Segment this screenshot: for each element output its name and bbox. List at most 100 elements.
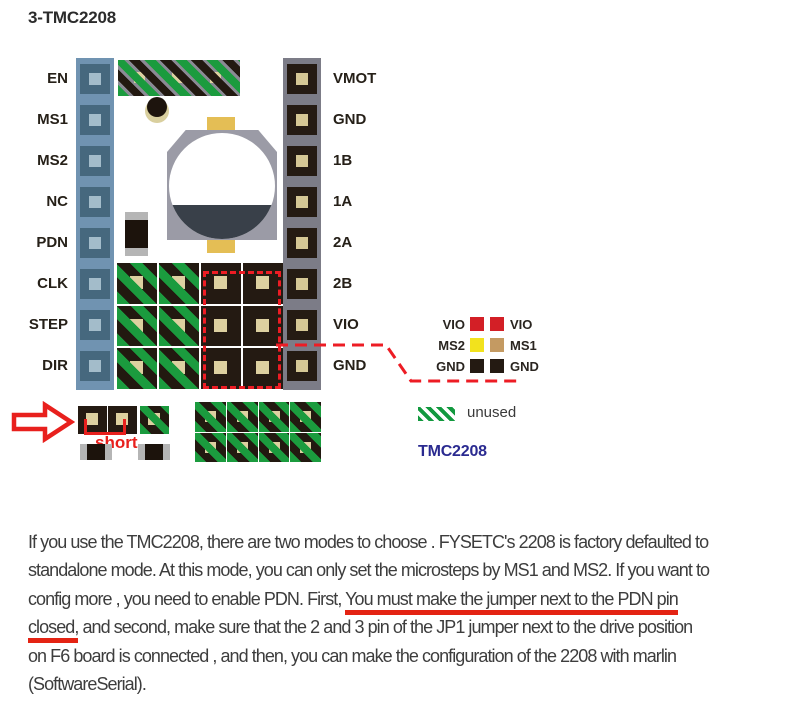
legend-label-gnd-left: GND [436,359,465,374]
jumper-pad [201,305,241,347]
pdn-jumper-pad-1 [78,406,107,434]
paragraph-line: standalone mode. At this mode, you can o… [28,556,788,584]
highlight-dashed-rect [203,271,281,389]
legend-label-gnd-right: GND [510,359,539,374]
pin-label-2b: 2B [333,275,353,292]
capacitor [138,444,170,460]
right-pin-header [283,58,321,390]
left-pin-header [76,58,114,390]
unused-pad [140,406,169,434]
legend-swatch-gnd-2 [490,359,504,373]
pin-label-ms2: MS2 [37,152,68,169]
via-hole [147,97,167,117]
page-title: 3-TMC2208 [28,8,116,27]
legend-label-unused: unused [467,404,517,421]
paragraph-line: on F6 board is connected , and then, you… [28,642,788,670]
pin-square [287,310,317,340]
legend-swatch-unused [418,407,455,421]
paragraph-text: standalone mode. At this mode, you can o… [28,560,710,581]
paragraph-text: on F6 board is connected , and then, you… [28,645,677,666]
pin-label-clk: CLK [37,275,68,292]
pin-label-ms1: MS1 [37,111,68,128]
legend-label-vio-right: VIO [510,317,533,332]
jumper-pad [201,348,241,389]
unused-pad [226,402,258,432]
body-paragraph: If you use the TMC2208, there are two mo… [28,528,788,698]
unused-component-strip [118,60,240,96]
paragraph-text: config more , you need to enable PDN. Fi… [28,588,346,609]
paragraph-line: If you use the TMC2208, there are two mo… [28,528,788,556]
pin-square [80,187,110,217]
unused-pad [258,402,290,432]
pin-square [80,269,110,299]
short-bracket [84,419,126,435]
paragraph-line: (SoftwareSerial). [28,670,788,698]
jumper-pad-grid [117,263,283,389]
paragraph-line: config more , you need to enable PDN. Fi… [28,585,788,615]
pin-label-1b: 1B [333,152,353,169]
unused-pad [258,432,290,462]
pin-label-step: STEP [28,316,68,333]
unused-pad [159,348,199,389]
unused-pad [290,402,321,432]
pin-square [80,64,110,94]
pot-tab-bottom [207,240,235,253]
paragraph-line: closed, and second, make sure that the 2… [28,613,788,644]
pin-label-1a: 1A [333,193,353,210]
pin-square [80,351,110,381]
pin-square [80,310,110,340]
legend-label-vio-left: VIO [442,317,465,332]
paragraph-text: If you use the TMC2208, there are two mo… [28,532,709,552]
pin-square [287,351,317,381]
pin-square [80,228,110,258]
unused-pad [159,305,199,347]
pin-label-pdn: PDN [36,234,68,251]
legend-label-ms1: MS1 [510,338,537,353]
pin-square [80,146,110,176]
pin-square [287,105,317,135]
capacitor [80,444,112,460]
unused-pad [159,263,199,304]
legend-leader-line [276,343,520,383]
legend-swatch-vio-2 [490,317,504,331]
potentiometer-dial [169,133,275,239]
underlined-text: You must make the jumper next to the PDN… [345,588,679,615]
jumper-pad [201,263,241,304]
pin-label-nc: NC [46,193,68,210]
pin-square [287,269,317,299]
paragraph-text: and second, make sure that the 2 and 3 p… [78,617,693,638]
unused-pad [195,432,226,462]
pin-label-gnd1: GND [333,111,367,128]
pin-label-vmot: VMOT [333,70,377,87]
underlined-text: closed, [28,617,79,644]
pin-square [287,187,317,217]
pin-square [287,64,317,94]
unused-pad-grid [195,402,321,462]
unused-pad [117,263,157,304]
paragraph-text: (SoftwareSerial). [28,673,147,694]
pin-label-2a: 2A [333,234,353,251]
jumper-pad [243,348,283,389]
chip-name: TMC2208 [418,443,487,460]
jumper-pad [243,305,283,347]
unused-pad [290,432,321,462]
pin-label-en: EN [47,70,68,87]
jumper-pad [243,263,283,304]
arrow-icon [11,401,75,443]
pot-tab-top [207,117,235,130]
pin-label-gnd2: GND [333,357,367,374]
unused-pad [195,402,226,432]
legend-swatch-ms2 [470,338,484,352]
unused-pad [117,348,157,389]
legend-label-ms2: MS2 [438,338,465,353]
unused-pad [226,432,258,462]
pin-label-dir: DIR [42,357,68,374]
pin-square [287,146,317,176]
capacitor [125,212,148,256]
pin-label-vio: VIO [333,316,359,333]
legend-swatch-gnd-1 [470,359,484,373]
legend-swatch-ms1 [490,338,504,352]
pin-square [287,228,317,258]
unused-pad [117,305,157,347]
